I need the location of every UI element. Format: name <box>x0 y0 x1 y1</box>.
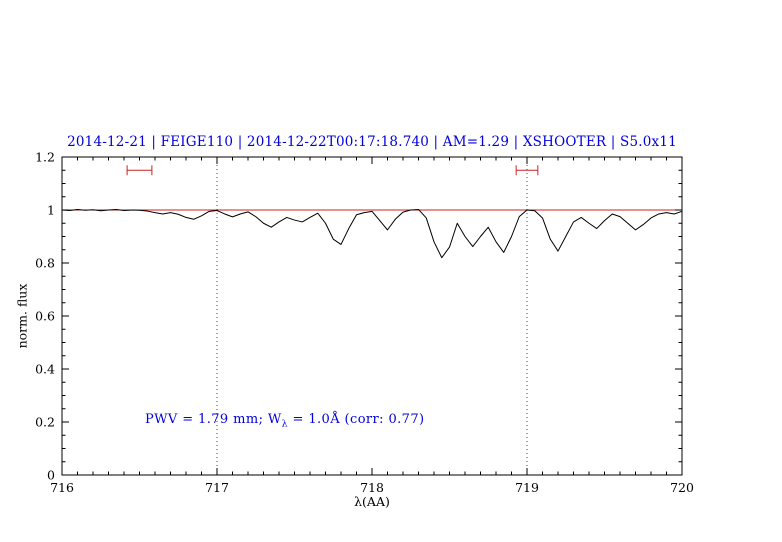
plot-title: 2014-12-21 | FEIGE110 | 2014-12-22T00:17… <box>67 134 677 150</box>
y-tick-label: 0 <box>47 468 55 483</box>
y-tick-label: 0.8 <box>35 256 55 271</box>
y-tick-label: 0.2 <box>35 415 55 430</box>
x-tick-label: 718 <box>360 480 384 495</box>
pwv-annotation: PWV = 1.79 mm; Wλ = 1.0Å (corr: 0.77) <box>145 412 425 430</box>
y-tick-label: 0.6 <box>35 309 55 324</box>
y-tick-label: 0.4 <box>35 362 55 377</box>
x-tick-label: 719 <box>515 480 539 495</box>
annotation-text-1: PWV = 1.79 mm; W <box>145 412 282 427</box>
x-axis-label: λ(AA) <box>354 494 390 509</box>
y-axis-label: norm. flux <box>14 283 30 349</box>
x-tick-label: 717 <box>205 480 229 495</box>
annotation-text-2: = 1.0Å (corr: 0.77) <box>288 412 425 427</box>
y-tick-label: 1.2 <box>35 150 55 165</box>
spectrum-line <box>61 208 683 259</box>
y-tick-label: 1 <box>47 203 55 218</box>
x-tick-label: 716 <box>50 480 74 495</box>
annotation-lambda-subscript: λ <box>281 418 288 430</box>
x-tick-label: 720 <box>670 480 694 495</box>
